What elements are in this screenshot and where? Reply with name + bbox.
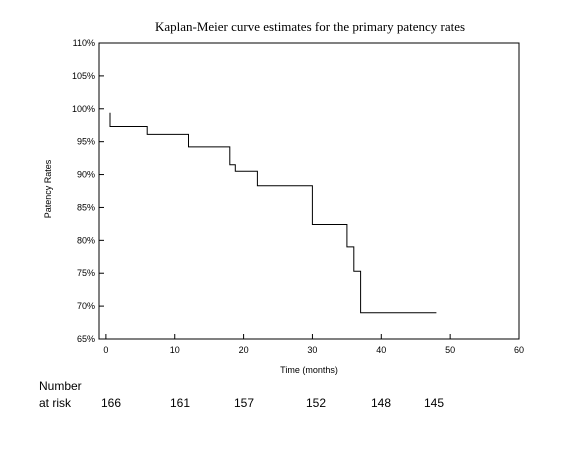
risk-count: 161: [170, 396, 191, 410]
x-tick-label: 50: [445, 345, 455, 355]
y-tick-label: 90%: [77, 170, 95, 180]
survival-step-line: [109, 112, 437, 314]
x-tick-label: 40: [376, 345, 386, 355]
y-tick-label: 75%: [77, 268, 95, 278]
y-tick-label: 80%: [77, 235, 95, 245]
risk-count: 152: [306, 396, 327, 410]
risk-count: 148: [371, 396, 392, 410]
y-axis-ticks: 65% 70% 75% 80% 85% 90% 95% 100% 105% 110%: [72, 38, 104, 344]
risk-table-label-line1: Number: [39, 379, 82, 393]
x-tick-label: 60: [514, 345, 524, 355]
y-tick-label: 85%: [77, 202, 95, 212]
y-tick-label: 100%: [72, 104, 95, 114]
x-axis-label: Time (months): [280, 365, 338, 375]
y-axis-label: Patency Rates: [43, 159, 53, 218]
y-tick-label: 70%: [77, 301, 95, 311]
x-tick-label: 20: [239, 345, 249, 355]
y-tick-label: 65%: [77, 334, 95, 344]
plot-area-frame: [98, 42, 520, 340]
y-tick-label: 95%: [77, 137, 95, 147]
chart-title: Kaplan-Meier curve estimates for the pri…: [155, 19, 465, 34]
y-tick-label: 105%: [72, 71, 95, 81]
x-axis-ticks: 0 10 20 30 40 50 60: [103, 334, 524, 355]
risk-count: 157: [234, 396, 255, 410]
risk-count: 166: [101, 396, 122, 410]
y-tick-label: 110%: [73, 38, 95, 48]
x-tick-label: 30: [307, 345, 317, 355]
x-tick-label: 0: [103, 345, 108, 355]
x-tick-label: 10: [170, 345, 180, 355]
risk-count: 145: [424, 396, 445, 410]
risk-table-label-line2: at risk: [39, 396, 72, 410]
